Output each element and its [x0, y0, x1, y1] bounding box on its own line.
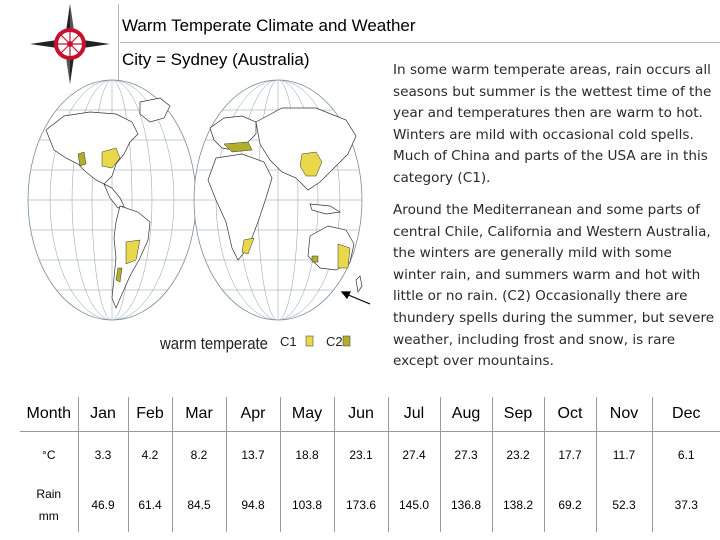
c2-zone-chile [115, 267, 123, 283]
legend-c1-label: C1 [280, 334, 297, 349]
temperature-cell: 18.8 [279, 431, 334, 478]
rain-cell: 136.8 [439, 478, 492, 532]
world-climate-map: warm temperate C1 C2 [27, 79, 370, 353]
temperature-cell: 23.1 [333, 431, 388, 478]
temperature-cell: 27.3 [439, 431, 492, 478]
month-cell: Jun [333, 397, 388, 432]
temperature-cell: 6.1 [651, 431, 720, 478]
temperature-cell: 27.4 [387, 431, 440, 478]
header-divider-vertical [118, 4, 119, 84]
rain-label-line-1: Rain [36, 487, 62, 501]
temperature-cell: 3.3 [77, 431, 128, 478]
table-row: Month Jan Feb Mar Apr May Jun Jul Aug Se… [20, 397, 720, 432]
temperature-cell: 23.2 [491, 431, 544, 478]
month-cell: Jul [387, 397, 440, 432]
climate-table: Month Jan Feb Mar Apr May Jun Jul Aug Se… [20, 397, 720, 532]
rain-cell: 138.2 [491, 478, 544, 532]
temperature-cell: 17.7 [543, 431, 596, 478]
month-header-label: Month [20, 397, 78, 432]
temperature-cell: 13.7 [225, 431, 280, 478]
temperature-cell: 8.2 [171, 431, 226, 478]
month-cell: Nov [595, 397, 652, 432]
c2-zone-california [77, 151, 87, 167]
month-cell: Sep [491, 397, 544, 432]
table-row: °C 3.3 4.2 8.2 13.7 18.8 23.1 27.4 27.3 … [20, 431, 720, 478]
rain-cell: 173.6 [333, 478, 388, 532]
temperature-cell: 4.2 [127, 431, 172, 478]
rain-cell: 37.3 [651, 478, 720, 532]
legend-c2-swatch [342, 335, 351, 347]
rain-cell: 52.3 [595, 478, 652, 532]
month-cell: Apr [225, 397, 280, 432]
c1-zone-south-america [125, 239, 141, 265]
city-label: City = Sydney (Australia) [122, 50, 310, 69]
c2-zone-mediterranean [223, 141, 253, 153]
c1-zone-south-africa [241, 237, 255, 255]
c1-zone-australia [337, 243, 351, 269]
month-cell: Aug [439, 397, 492, 432]
compass-rose-icon [30, 4, 110, 84]
rain-cell: 69.2 [543, 478, 596, 532]
rain-label-line-2: mm [38, 509, 59, 523]
month-cell: Mar [171, 397, 226, 432]
header-divider [120, 42, 720, 43]
month-cell: Feb [127, 397, 172, 432]
table-row: Rain mm 46.9 61.4 84.5 94.8 103.8 173.6 … [20, 478, 720, 532]
rain-cell: 61.4 [127, 478, 172, 532]
rain-cell: 46.9 [77, 478, 128, 532]
indonesia-shape [309, 203, 342, 215]
asia-shape [255, 107, 357, 191]
description-paragraph-1: In some warm temperate areas, rain occur… [393, 62, 712, 186]
greenland-shape [139, 97, 171, 123]
month-cell: Dec [651, 397, 720, 432]
month-cell: Oct [543, 397, 596, 432]
rain-cell: 94.8 [225, 478, 280, 532]
rain-row-label: Rain mm [20, 478, 78, 532]
sydney-pointer-arrow [340, 291, 370, 305]
c2-zone-western-australia [311, 255, 319, 263]
rain-cell: 145.0 [387, 478, 440, 532]
europe-shape [209, 115, 257, 151]
map-legend-label: warm temperate [159, 334, 268, 353]
c1-zone-china [299, 151, 323, 177]
c1-zone-usa [101, 147, 121, 169]
rain-cell: 84.5 [171, 478, 226, 532]
c1-zones [101, 147, 351, 269]
month-cell: Jan [77, 397, 128, 432]
description-paragraph-2: Around the Mediterranean and some parts … [393, 202, 715, 370]
rain-cell: 103.8 [279, 478, 334, 532]
north-america-shape [45, 111, 139, 185]
month-cell: May [279, 397, 334, 432]
legend-c1-swatch [305, 335, 314, 347]
central-america-shape [103, 183, 125, 209]
c2-zones [77, 141, 319, 283]
page-title: Warm Temperate Climate and Weather [122, 16, 416, 35]
temperature-row-label: °C [42, 448, 56, 462]
legend-c2-label: C2 [326, 334, 343, 349]
temperature-cell: 11.7 [595, 431, 652, 478]
new-zealand-shape [355, 275, 363, 293]
